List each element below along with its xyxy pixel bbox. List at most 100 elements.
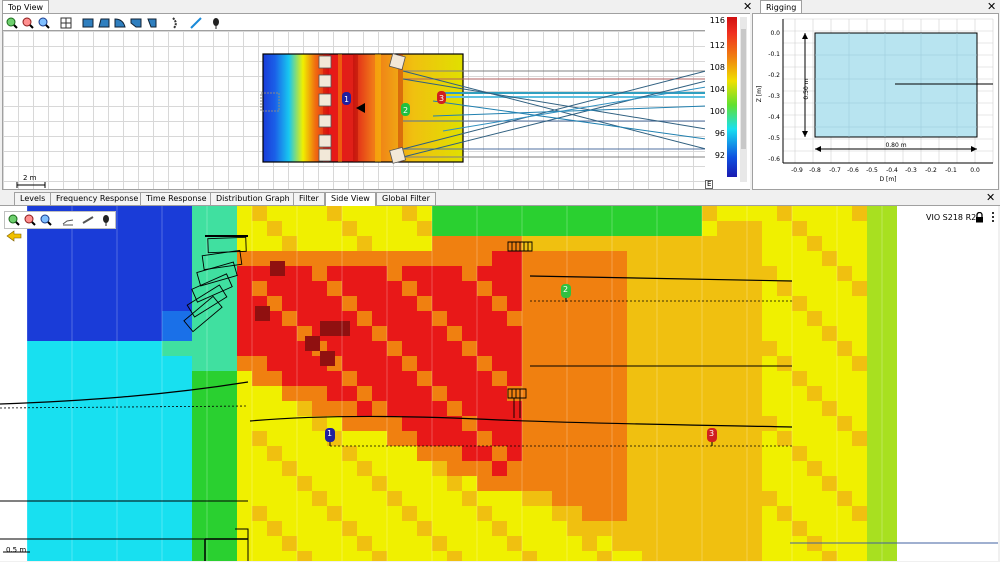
lock-icon[interactable] <box>975 211 984 225</box>
heatmap-cell <box>162 326 177 341</box>
heatmap-cell <box>267 491 282 506</box>
tab-rigging[interactable]: Rigging <box>760 0 803 13</box>
heatmap-cell <box>552 521 567 536</box>
heatmap-cell <box>147 371 162 386</box>
heatmap-cell <box>192 401 207 416</box>
tab-frequency-response[interactable]: Frequency Response <box>50 192 145 205</box>
ground-line-icon[interactable] <box>61 213 74 226</box>
back-arrow-icon[interactable] <box>6 230 22 244</box>
measure-line-icon[interactable] <box>81 213 94 226</box>
heatmap-cell <box>657 371 672 386</box>
tab-time-response[interactable]: Time Response <box>140 192 213 205</box>
heatmap-cell <box>432 356 447 371</box>
heatmap-cell <box>267 461 282 476</box>
heatmap-cell <box>327 491 342 506</box>
heatmap-cell <box>687 281 702 296</box>
heatmap-cell <box>357 236 372 251</box>
heatmap-cell <box>882 311 897 326</box>
top-marker-2[interactable]: 2 <box>401 103 410 116</box>
grid-icon[interactable] <box>59 16 72 29</box>
tab-global-filter[interactable]: Global Filter <box>376 192 436 205</box>
tab-levels[interactable]: Levels <box>14 192 52 205</box>
tab-distribution-graph[interactable]: Distribution Graph <box>210 192 296 205</box>
side-marker-1[interactable]: 1 <box>325 428 335 446</box>
heatmap-cell <box>747 521 762 536</box>
heatmap-cell <box>57 356 72 371</box>
heatmap-cell <box>837 296 852 311</box>
speaker-box <box>507 388 527 418</box>
heatmap-cell <box>687 341 702 356</box>
heatmap-cell <box>597 326 612 341</box>
heatmap-cell <box>192 461 207 476</box>
heatmap-cell <box>387 491 402 506</box>
top-view-canvas[interactable]: 1 2 3 2 m <box>2 30 707 190</box>
polygon-venue-icon[interactable] <box>129 16 142 29</box>
microphone-icon[interactable] <box>209 16 222 29</box>
zoom-out-icon[interactable] <box>21 16 34 29</box>
heatmap-cell <box>477 416 492 431</box>
heatmap-cell <box>432 491 447 506</box>
heatmap-cell <box>867 416 882 431</box>
measure-line-icon[interactable] <box>189 16 202 29</box>
heatmap-cell <box>627 401 642 416</box>
heatmap-cell <box>402 326 417 341</box>
tab-side-view[interactable]: Side View <box>325 192 376 206</box>
heatmap-cell <box>732 281 747 296</box>
heatmap-cell <box>282 296 297 311</box>
top-marker-1[interactable]: 1 <box>342 92 351 105</box>
heatmap-cell <box>252 206 267 221</box>
heatmap-cell <box>267 236 282 251</box>
heatmap-cell <box>57 296 72 311</box>
fan-venue-icon[interactable] <box>113 16 126 29</box>
heatmap-cell <box>702 311 717 326</box>
heatmap-cell <box>837 251 852 266</box>
heatmap-cell <box>807 341 822 356</box>
heatmap-cell <box>237 461 252 476</box>
colorbar-scrollbar[interactable] <box>740 17 747 182</box>
heatmap-cell <box>567 296 582 311</box>
heatmap-cell <box>657 506 672 521</box>
heatmap-cell <box>447 416 462 431</box>
heatmap-cell <box>192 236 207 251</box>
heatmap-cell <box>702 476 717 491</box>
close-icon[interactable]: ✕ <box>743 0 753 13</box>
side-marker-2[interactable]: 2 <box>561 284 571 302</box>
heatmap-cell <box>867 311 882 326</box>
zoom-fit-icon[interactable] <box>39 213 52 226</box>
array-icon[interactable] <box>169 16 182 29</box>
heatmap-cell <box>792 251 807 266</box>
zoom-out-icon[interactable] <box>23 213 36 226</box>
zoom-in-icon[interactable] <box>5 16 18 29</box>
heatmap-cell <box>207 431 222 446</box>
heatmap-cell <box>732 461 747 476</box>
panel-menu-icon[interactable] <box>992 212 996 222</box>
heatmap-cell <box>447 251 462 266</box>
heatmap-cell <box>852 506 867 521</box>
top-marker-3[interactable]: 3 <box>437 91 446 104</box>
close-icon[interactable]: ✕ <box>987 0 997 13</box>
trapezoid-venue-icon[interactable] <box>97 16 110 29</box>
heatmap-cell <box>282 251 297 266</box>
zoom-fit-icon[interactable] <box>37 16 50 29</box>
heatmap-cell <box>462 476 477 491</box>
heatmap-cell <box>57 371 72 386</box>
arc-venue-icon[interactable] <box>145 16 158 29</box>
microphone-icon[interactable] <box>99 213 112 226</box>
tab-top-view[interactable]: Top View <box>2 0 50 13</box>
rectangle-venue-icon[interactable] <box>81 16 94 29</box>
heatmap-cell <box>627 386 642 401</box>
heatmap-cell <box>597 401 612 416</box>
heatmap-cell <box>117 446 132 461</box>
tab-filter[interactable]: Filter <box>293 192 325 205</box>
heatmap-cell <box>87 461 102 476</box>
heatmap-cell <box>492 446 507 461</box>
heatmap-cell <box>612 311 627 326</box>
close-icon[interactable]: ✕ <box>986 191 996 204</box>
zoom-in-icon[interactable] <box>7 213 20 226</box>
heatmap-cell <box>837 356 852 371</box>
heatmap-cell <box>867 551 882 561</box>
heatmap-cell <box>447 476 462 491</box>
heatmap-cell <box>312 551 327 561</box>
side-marker-3[interactable]: 3 <box>707 428 717 446</box>
side-view-canvas[interactable]: VIO S218 R2 0.5 m 1 2 3 <box>0 206 998 561</box>
